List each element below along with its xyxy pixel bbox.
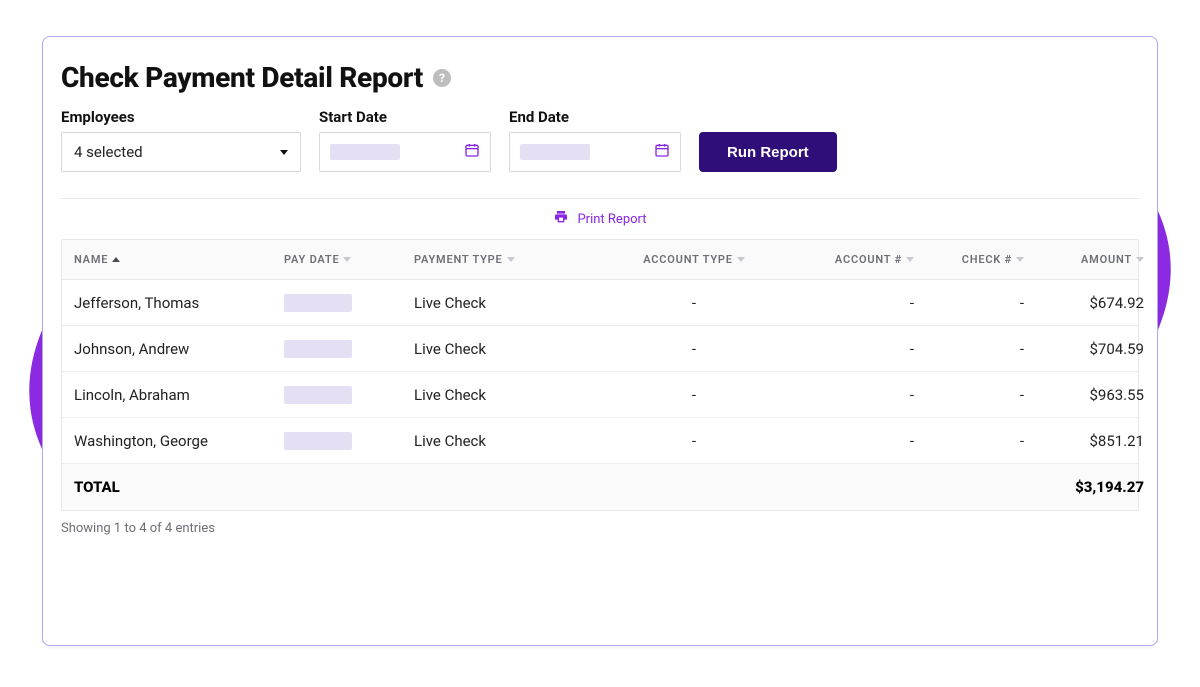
calendar-icon <box>464 142 480 162</box>
cell-check-num: - <box>914 386 1024 404</box>
cell-account-num: - <box>774 386 914 404</box>
cell-pay-date <box>284 432 414 450</box>
sort-icon <box>507 257 515 262</box>
cell-account-type: - <box>614 294 774 312</box>
cell-account-num: - <box>774 294 914 312</box>
end-date-input[interactable] <box>509 132 681 172</box>
table-row: Johnson, Andrew Live Check - - - $704.59 <box>62 326 1138 372</box>
table-row: Lincoln, Abraham Live Check - - - $963.5… <box>62 372 1138 418</box>
start-date-label: Start Date <box>319 108 491 126</box>
report-table: NAME PAY DATE PAYMENT TYPE ACCOUNT TYPE … <box>61 239 1139 511</box>
employees-field-group: Employees 4 selected <box>61 108 301 172</box>
chevron-down-icon <box>280 150 288 155</box>
employees-dropdown-value: 4 selected <box>74 143 143 161</box>
divider <box>61 198 1139 199</box>
print-report-label: Print Report <box>577 212 646 227</box>
sort-icon <box>343 257 351 262</box>
page-title: Check Payment Detail Report <box>61 61 423 94</box>
cell-pay-date <box>284 340 414 358</box>
col-pay-date[interactable]: PAY DATE <box>284 253 414 266</box>
redacted-value <box>284 386 352 404</box>
cell-account-num: - <box>774 432 914 450</box>
end-date-label: End Date <box>509 108 681 126</box>
entries-text: Showing 1 to 4 of 4 entries <box>61 521 1139 536</box>
sort-icon <box>1136 257 1144 262</box>
cell-account-type: - <box>614 386 774 404</box>
print-row: Print Report <box>61 209 1139 229</box>
cell-amount: $851.21 <box>1024 432 1144 450</box>
cell-account-type: - <box>614 340 774 358</box>
run-report-button[interactable]: Run Report <box>699 132 837 172</box>
cell-check-num: - <box>914 294 1024 312</box>
sort-asc-icon <box>112 257 120 262</box>
cell-name: Lincoln, Abraham <box>74 386 284 404</box>
cell-check-num: - <box>914 432 1024 450</box>
total-amount: $3,194.27 <box>1024 478 1144 496</box>
employees-dropdown[interactable]: 4 selected <box>61 132 301 172</box>
print-icon <box>553 209 569 229</box>
cell-amount: $963.55 <box>1024 386 1144 404</box>
cell-pay-date <box>284 294 414 312</box>
cell-payment-type: Live Check <box>414 386 614 404</box>
cell-amount: $704.59 <box>1024 340 1144 358</box>
redacted-value <box>284 432 352 450</box>
cell-amount: $674.92 <box>1024 294 1144 312</box>
cell-account-num: - <box>774 340 914 358</box>
help-icon[interactable]: ? <box>433 69 451 87</box>
table-row: Jefferson, Thomas Live Check - - - $674.… <box>62 280 1138 326</box>
cell-pay-date <box>284 386 414 404</box>
employees-label: Employees <box>61 108 301 126</box>
start-date-input[interactable] <box>319 132 491 172</box>
col-amount[interactable]: AMOUNT <box>1024 253 1144 266</box>
start-date-placeholder <box>330 144 400 160</box>
cell-name: Johnson, Andrew <box>74 340 284 358</box>
cell-payment-type: Live Check <box>414 432 614 450</box>
sort-icon <box>737 257 745 262</box>
redacted-value <box>284 294 352 312</box>
start-date-field-group: Start Date <box>319 108 491 172</box>
total-label: TOTAL <box>74 478 284 496</box>
filters-row: Employees 4 selected Start Date End Date <box>61 108 1139 172</box>
report-panel: Check Payment Detail Report ? Employees … <box>42 36 1158 646</box>
col-name[interactable]: NAME <box>74 253 284 266</box>
cell-payment-type: Live Check <box>414 340 614 358</box>
cell-name: Washington, George <box>74 432 284 450</box>
cell-name: Jefferson, Thomas <box>74 294 284 312</box>
cell-check-num: - <box>914 340 1024 358</box>
col-account-type[interactable]: ACCOUNT TYPE <box>614 253 774 266</box>
sort-icon <box>906 257 914 262</box>
title-row: Check Payment Detail Report ? <box>61 61 1139 94</box>
redacted-value <box>284 340 352 358</box>
col-payment-type[interactable]: PAYMENT TYPE <box>414 253 614 266</box>
end-date-field-group: End Date <box>509 108 681 172</box>
table-row: Washington, George Live Check - - - $851… <box>62 418 1138 464</box>
calendar-icon <box>654 142 670 162</box>
table-footer: TOTAL $3,194.27 <box>62 464 1138 510</box>
sort-icon <box>1016 257 1024 262</box>
end-date-placeholder <box>520 144 590 160</box>
print-report-link[interactable]: Print Report <box>553 209 646 229</box>
cell-payment-type: Live Check <box>414 294 614 312</box>
col-check-num[interactable]: CHECK # <box>914 253 1024 266</box>
col-account-num[interactable]: ACCOUNT # <box>774 253 914 266</box>
cell-account-type: - <box>614 432 774 450</box>
table-header: NAME PAY DATE PAYMENT TYPE ACCOUNT TYPE … <box>62 240 1138 280</box>
